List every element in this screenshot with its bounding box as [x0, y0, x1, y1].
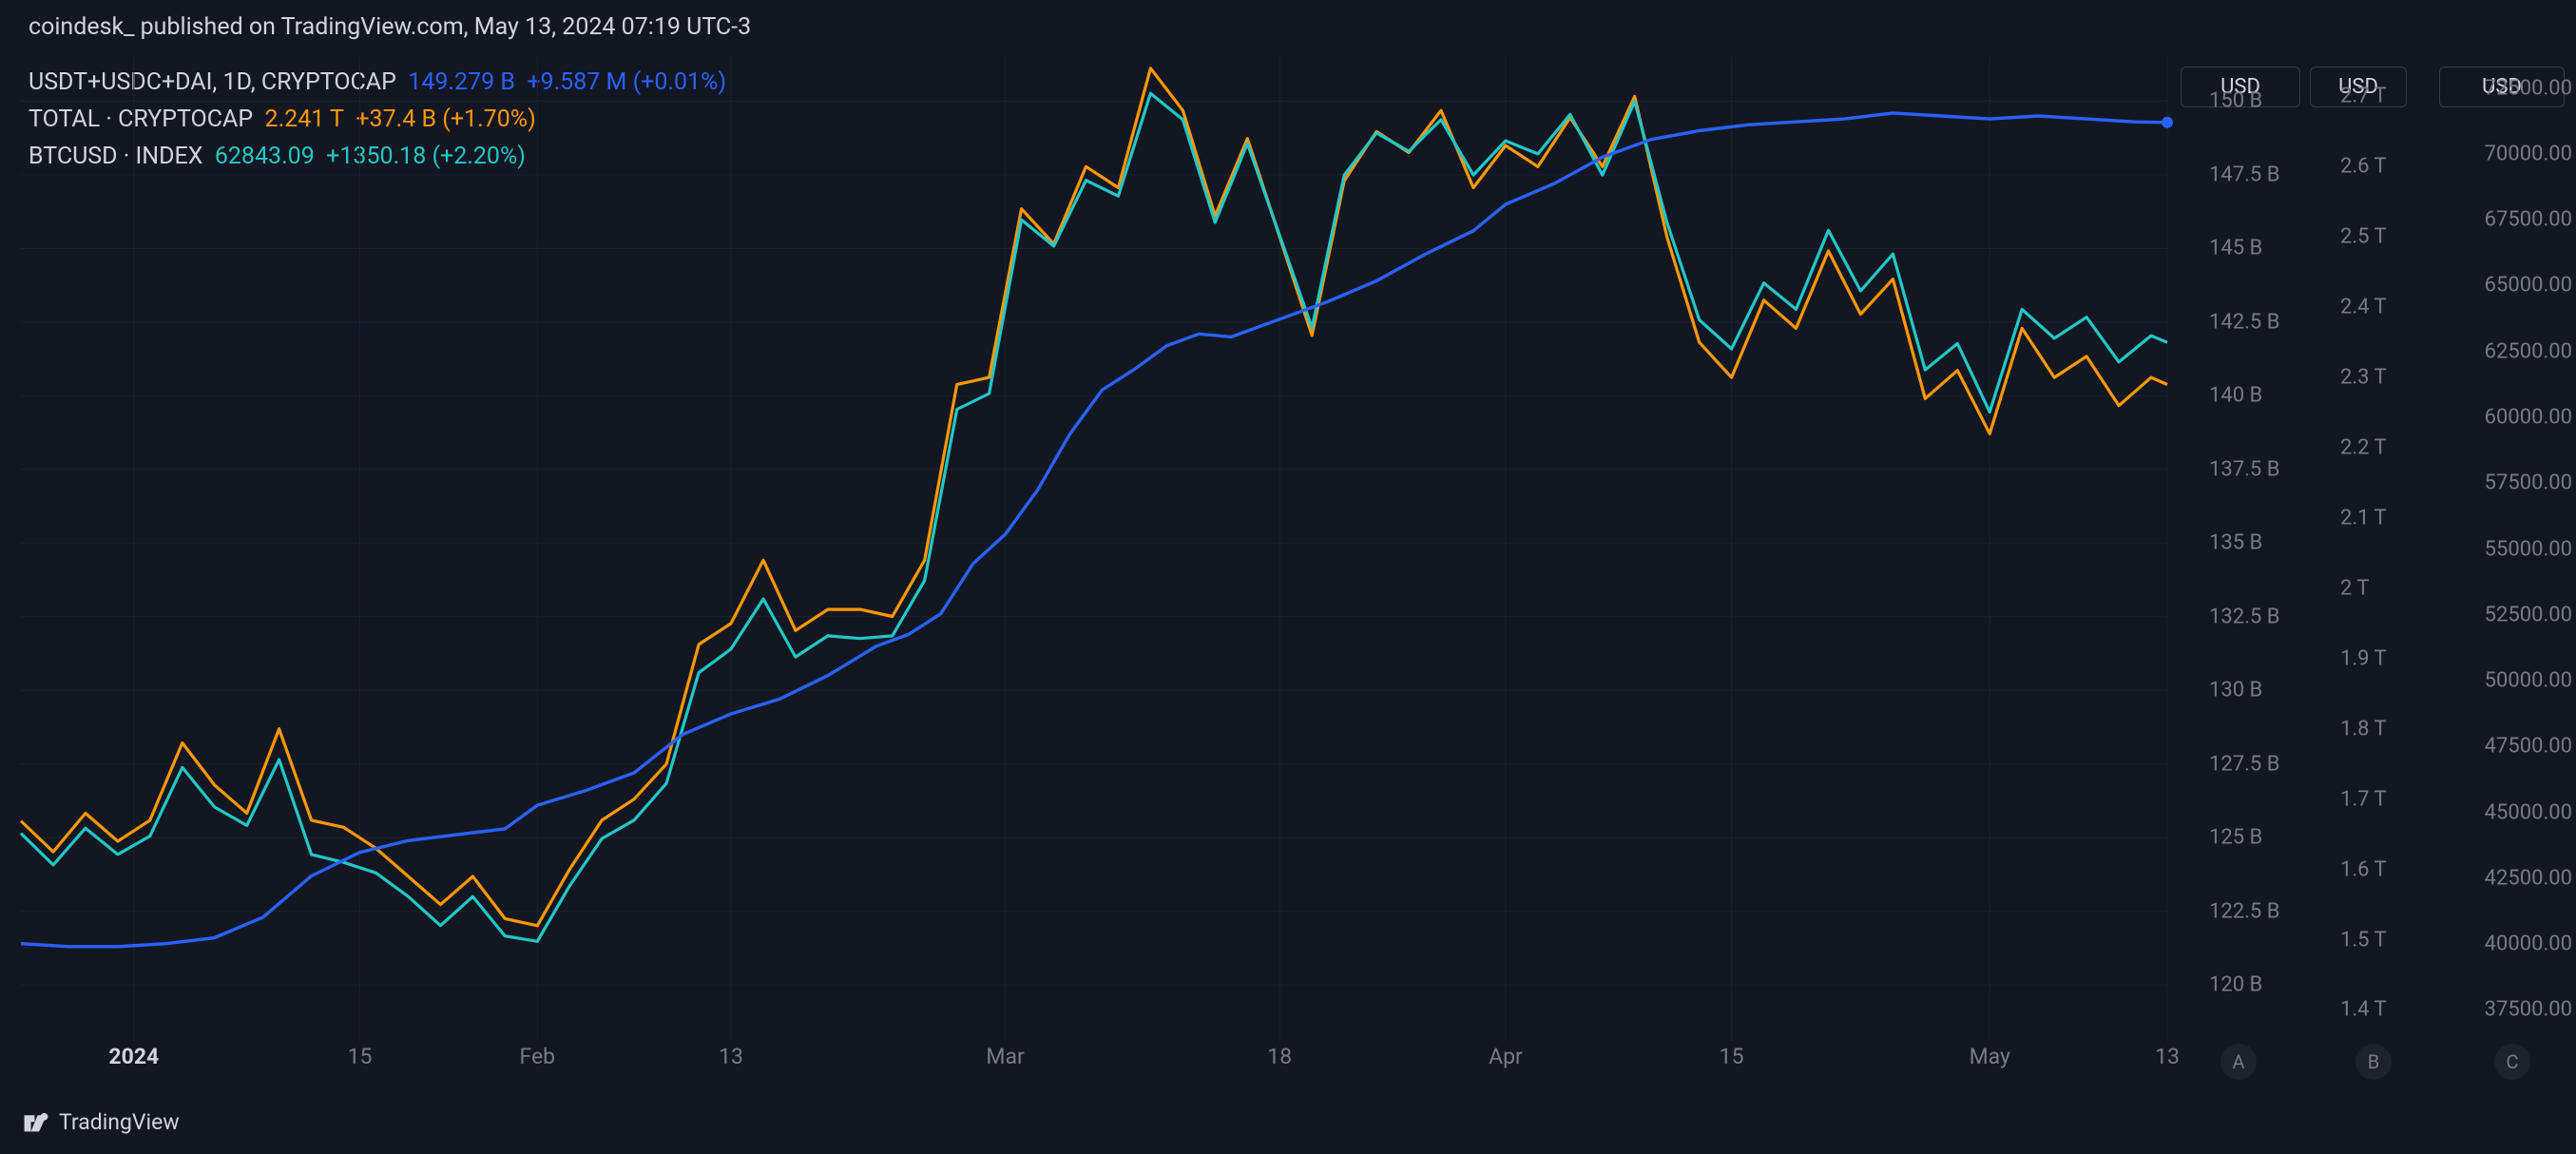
y-axis-tick: 2.3 T — [2340, 366, 2387, 390]
axis-badge-b[interactable]: B — [2355, 1044, 2392, 1080]
y-axis-a[interactable]: 150 B 147.5 B 145 B 142.5 B 140 B 137.5 B 135 … — [2179, 57, 2331, 1041]
y-axis-c[interactable]: 72500.00 70000.00 67500.00 65000.00 62500.00… — [2435, 57, 2576, 1041]
series-stablecoin-cap — [21, 113, 2167, 947]
x-axis-tick: Mar — [986, 1044, 1024, 1069]
y-axis-tick: 147.5 B — [2209, 163, 2279, 186]
y-axis-tick: 1.4 T — [2340, 998, 2387, 1022]
y-axis-tick: 1.6 T — [2340, 857, 2387, 881]
y-axis-tick: 62500.00 — [2485, 339, 2572, 363]
y-axis-tick: 40000.00 — [2485, 933, 2572, 956]
y-axis-tick: 2 T — [2340, 576, 2370, 600]
y-axis-tick: 2.7 T — [2340, 85, 2387, 108]
y-axis-tick: 60000.00 — [2485, 405, 2572, 429]
y-axis-tick: 142.5 B — [2209, 310, 2279, 334]
series-total-cap — [21, 68, 2167, 926]
y-axis-tick: 125 B — [2209, 826, 2262, 850]
y-axis-tick: 2.1 T — [2340, 506, 2387, 529]
x-axis-tick: 13 — [2155, 1044, 2180, 1069]
y-axis-tick: 45000.00 — [2485, 800, 2572, 824]
tradingview-brand-text: TradingView — [59, 1109, 180, 1135]
y-axis-tick: 47500.00 — [2485, 735, 2572, 759]
y-axis-tick: 57500.00 — [2485, 471, 2572, 495]
y-axis-tick: 37500.00 — [2485, 998, 2572, 1022]
x-axis-tick: 15 — [1720, 1044, 1744, 1069]
series-btcusd — [21, 93, 2167, 941]
axis-badge-c[interactable]: C — [2494, 1044, 2530, 1080]
y-axis-tick: 1.8 T — [2340, 717, 2387, 740]
y-axis-tick: 122.5 B — [2209, 899, 2279, 923]
y-axis-tick: 2.5 T — [2340, 225, 2387, 249]
x-axis[interactable]: 202415Feb13Mar18Apr15May13 — [21, 1044, 2167, 1091]
chart-svg — [21, 57, 2167, 1041]
y-axis-tick: 65000.00 — [2485, 274, 2572, 298]
y-axis-tick: 42500.00 — [2485, 866, 2572, 890]
y-axis-tick: 130 B — [2209, 679, 2262, 702]
y-axis-tick: 145 B — [2209, 237, 2262, 260]
series-end-marker — [2162, 117, 2173, 128]
y-axis-tick: 55000.00 — [2485, 537, 2572, 561]
x-axis-tick: Feb — [519, 1044, 555, 1069]
x-axis-tick: May — [1970, 1044, 2010, 1069]
y-axis-tick: 127.5 B — [2209, 752, 2279, 776]
x-axis-tick: 18 — [1267, 1044, 1292, 1069]
y-axis-tick: 67500.00 — [2485, 208, 2572, 232]
x-axis-tick: 13 — [719, 1044, 743, 1069]
y-axis-tick: 137.5 B — [2209, 457, 2279, 481]
y-axis-tick: 2.2 T — [2340, 436, 2387, 460]
y-axis-tick: 140 B — [2209, 384, 2262, 408]
y-axis-tick: 70000.00 — [2485, 142, 2572, 165]
y-axis-tick: 52500.00 — [2485, 603, 2572, 626]
chart-attribution: coindesk_ published on TradingView.com, … — [29, 13, 751, 41]
chart-plot-area[interactable] — [21, 57, 2167, 1041]
y-axis-tick: 2.4 T — [2340, 296, 2387, 319]
chart-canvas: coindesk_ published on TradingView.com, … — [0, 0, 2576, 1154]
y-axis-tick: 1.9 T — [2340, 646, 2387, 670]
y-axis-b[interactable]: 2.7 T 2.6 T 2.5 T 2.4 T 2.3 T 2.2 T 2.1 T 2 T 1.… — [2331, 57, 2437, 1041]
y-axis-tick: 1.5 T — [2340, 928, 2387, 952]
y-axis-tick: 50000.00 — [2485, 669, 2572, 693]
y-axis-tick: 1.7 T — [2340, 787, 2387, 811]
x-axis-tick: Apr — [1489, 1044, 1523, 1069]
y-axis-tick: 120 B — [2209, 973, 2262, 997]
x-axis-tick: 2024 — [108, 1044, 159, 1069]
y-axis-tick: 132.5 B — [2209, 605, 2279, 628]
y-axis-tick: 150 B — [2209, 89, 2262, 113]
tradingview-icon — [23, 1111, 49, 1134]
x-axis-tick: 15 — [348, 1044, 373, 1069]
y-axis-tick: 2.6 T — [2340, 155, 2387, 179]
tradingview-logo[interactable]: TradingView — [23, 1109, 180, 1135]
y-axis-tick: 135 B — [2209, 531, 2262, 555]
axis-badge-a[interactable]: A — [2220, 1044, 2257, 1080]
y-axis-tick: 72500.00 — [2485, 76, 2572, 100]
